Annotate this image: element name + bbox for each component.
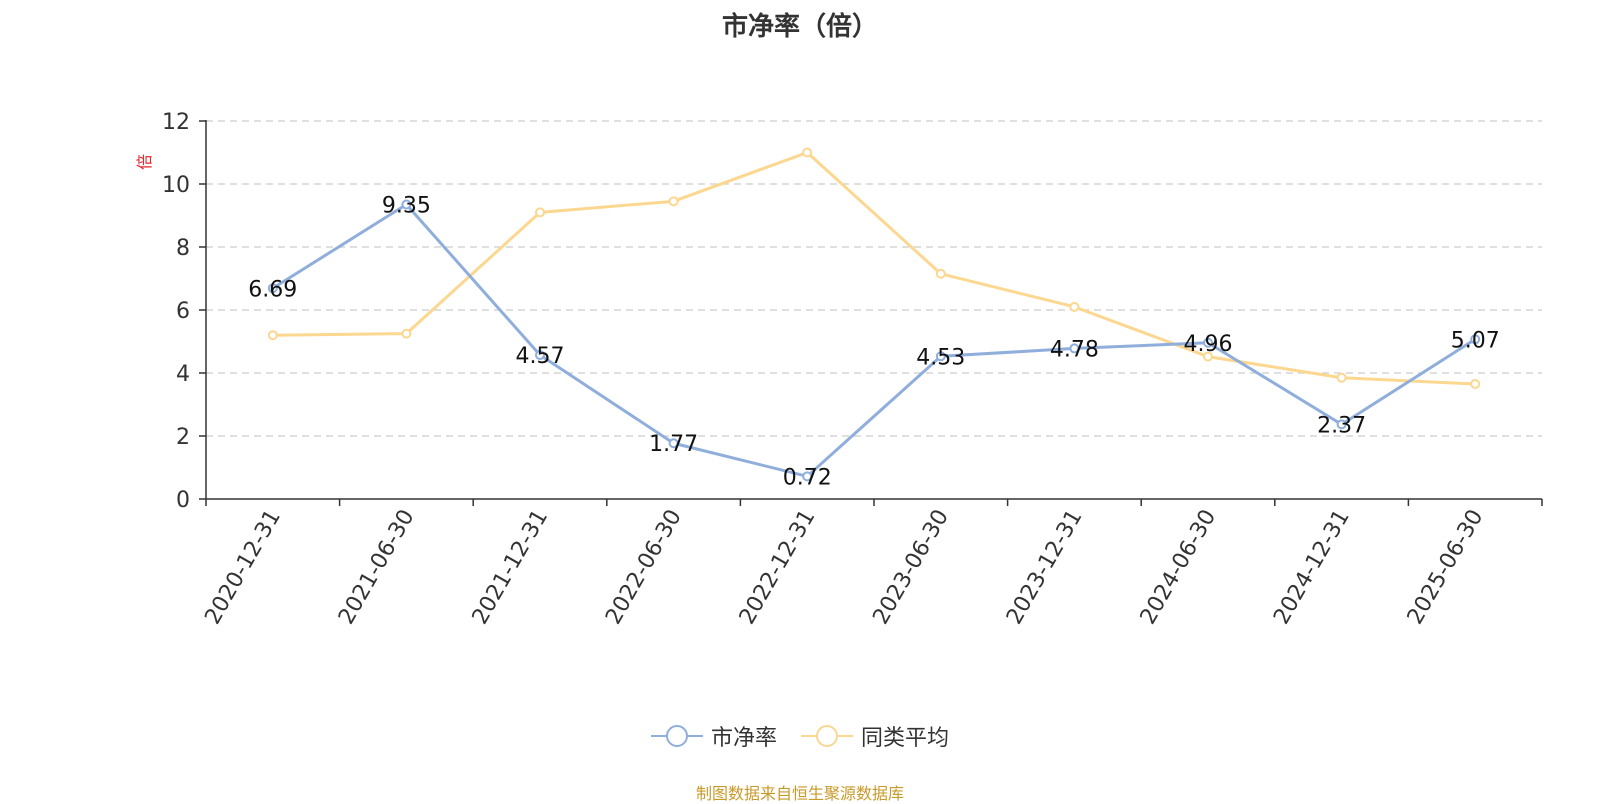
legend: 市净率 同类平均: [0, 720, 1600, 752]
x-tick-label-4: 2022-12-31: [735, 506, 821, 629]
y-tick-label-2: 4: [176, 362, 190, 387]
y-axis-label: 倍: [135, 154, 154, 170]
legend-label-series-1: 同类平均: [861, 726, 950, 751]
x-tick-label-7: 2024-06-30: [1136, 506, 1222, 629]
legend-label-series-0: 市净率: [710, 726, 777, 751]
y-tick-label-5: 10: [162, 173, 190, 198]
y-tick-label-4: 8: [176, 236, 190, 261]
series-0-point-9: [1470, 334, 1481, 345]
series-1-point-6: [1069, 301, 1080, 312]
series-line-1: [272, 151, 1476, 386]
source-note: 制图数据来自恒生聚源数据库: [695, 784, 904, 803]
series-1-point-2: [535, 207, 545, 218]
data-label-0: 6.69: [248, 277, 297, 302]
data-label-9: 5.07: [1451, 328, 1500, 353]
series-1-point-1: [401, 328, 412, 339]
series-1-point-5: [935, 268, 946, 279]
y-tick-label-1: 2: [176, 425, 190, 450]
legend-item-series-0[interactable]: 市净率: [650, 720, 777, 752]
series-1-point-4: [802, 147, 813, 158]
data-labels: 6.69 9.35 4.57 1.77 0.72 4.53 4.78 4.96 2.37 5.07: [248, 193, 1499, 490]
x-tick-label-3: 2022-06-30: [601, 506, 687, 629]
data-label-7: 4.96: [1184, 332, 1233, 357]
y-tick-label-0: 0: [176, 488, 190, 513]
legend-marker-series-1: [801, 725, 853, 747]
series-line-0: [272, 202, 1477, 478]
data-label-1: 9.35: [382, 193, 431, 218]
x-tick-label-0: 2020-12-31: [200, 506, 286, 629]
y-tick-label-3: 6: [176, 299, 190, 324]
data-label-4: 0.72: [783, 465, 832, 490]
series-0-point-6: [1069, 343, 1080, 354]
x-tick-label-5: 2023-06-30: [868, 506, 954, 629]
series-0-point-8: [1336, 419, 1347, 430]
series-1-point-7: [1203, 351, 1213, 362]
series-1-point-8: [1336, 372, 1347, 383]
series-1-point-9: [1470, 379, 1481, 390]
x-tick-label-2: 2021-12-31: [468, 506, 554, 629]
x-tick-label-9: 2025-06-30: [1403, 506, 1489, 629]
data-label-8: 2.37: [1317, 413, 1366, 438]
x-tick-label-1: 2021-06-30: [334, 506, 420, 629]
x-tick-label-6: 2023-12-31: [1002, 506, 1088, 629]
series-0-point-2: [535, 350, 545, 361]
series-0-point-1: [401, 199, 412, 210]
series-0-point-0: [267, 283, 278, 294]
axes: 0 2 4 6 8 10 12 倍 2020-12-31 2021-06-30 2021-12-31…: [135, 110, 1543, 629]
grid-lines: [206, 120, 1542, 437]
data-label-5: 4.53: [916, 345, 965, 370]
data-label-3: 1.77: [649, 432, 698, 457]
data-label-6: 4.78: [1050, 337, 1099, 362]
series: [267, 147, 1481, 482]
legend-marker-series-0: [650, 725, 703, 747]
series-0-point-7: [1203, 337, 1213, 348]
data-label-2: 4.57: [516, 344, 565, 369]
y-tick-label-6: 12: [162, 110, 190, 135]
series-1-point-3: [668, 196, 679, 207]
x-tick-label-8: 2024-12-31: [1269, 506, 1355, 629]
series-1-point-0: [267, 330, 278, 341]
legend-item-series-1[interactable]: 同类平均: [801, 720, 949, 752]
series-0-point-4: [802, 471, 813, 482]
series-0-point-3: [668, 438, 679, 449]
chart-title: 市净率（倍）: [721, 12, 878, 42]
series-0-point-5: [935, 351, 946, 362]
